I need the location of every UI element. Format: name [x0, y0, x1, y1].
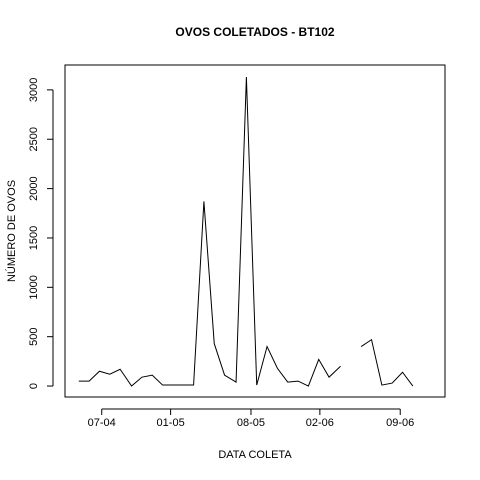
y-tick-label: 1000 — [28, 275, 40, 299]
x-tick-label: 09-06 — [386, 417, 414, 429]
plot-box — [64, 64, 446, 398]
y-tick-label: 2500 — [28, 127, 40, 151]
x-tick-label: 08-05 — [237, 417, 265, 429]
y-tick-label: 3000 — [28, 78, 40, 102]
y-tick-label: 1500 — [28, 226, 40, 250]
y-tick-label: 0 — [28, 383, 40, 389]
y-tick-label: 2000 — [28, 176, 40, 200]
data-line — [78, 77, 414, 387]
x-tick-label: 02-06 — [306, 417, 334, 429]
x-axis-label: DATA COLETA — [218, 449, 292, 461]
y-tick-label: 500 — [28, 328, 40, 346]
y-axis-label: NÚMERO DE OVOS — [5, 180, 18, 282]
chart-title: OVOS COLETADOS - BT102 — [175, 25, 334, 39]
x-tick-label: 01-05 — [157, 417, 185, 429]
x-tick-label: 07-04 — [88, 417, 116, 429]
